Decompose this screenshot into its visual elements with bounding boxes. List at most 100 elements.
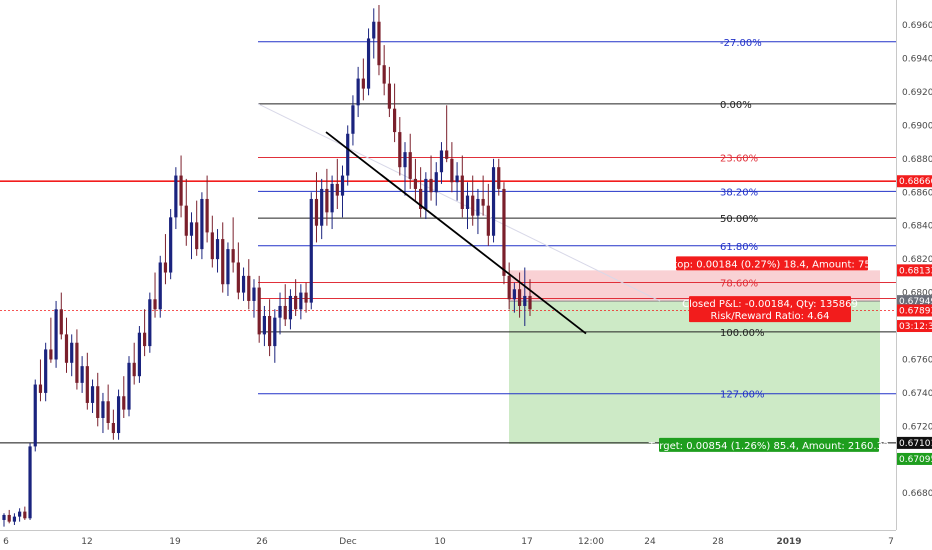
stop-loss-zone [509,270,880,302]
candle-body [116,396,121,434]
candle-body [361,78,365,89]
candle-body [111,422,115,434]
price-tag-text: 0.67101 [899,439,932,449]
candle-body [517,289,522,306]
candle-body [476,198,480,216]
candle-body [90,386,95,403]
x-tick-label: 26 [256,537,268,547]
candle-body [174,175,178,218]
x-tick-label: 2019 [776,537,801,547]
candle-body [460,175,464,209]
candle-body [158,262,162,310]
candle-body [419,188,423,209]
candle-body [434,172,438,193]
candle-body [346,133,350,176]
price-tag [897,295,932,308]
candle-body [497,167,501,189]
candle-body [366,38,371,89]
fib-level-label: 23.60% [720,153,758,164]
candle-body [356,78,360,106]
candle-body [257,287,261,335]
candle-body [231,249,235,263]
take-profit-zone [509,301,880,444]
x-tick-label: 28 [712,537,724,547]
price-tag [897,436,932,449]
candle-body [70,342,74,363]
candle-body [309,198,313,303]
x-tick-label: Dec [339,537,356,547]
candle-body [481,198,485,206]
candle-body [122,396,126,410]
candle-body [148,299,152,347]
candle-body [445,150,449,159]
candle-body [424,178,428,209]
candle-body [330,183,334,213]
candle-body [320,188,324,226]
candle-body [398,132,402,168]
candle-body [106,401,110,423]
price-tag [897,452,932,465]
candle-body [143,332,147,347]
candle-body [268,315,272,347]
candle-body [64,334,69,363]
candle-body [455,175,459,183]
trendline[interactable] [325,131,587,335]
candle-body [450,158,454,183]
candle-body [226,249,230,285]
fib-level-label: 100.00% [720,328,765,339]
candle-body [2,514,6,520]
candle-body [439,150,444,173]
candle-body [413,178,418,189]
fib-level-label: 61.80% [720,242,758,253]
candle-body [241,275,246,293]
candle-body [80,366,84,383]
candle-body [137,332,142,377]
candle-body [392,108,397,133]
candle-body [382,65,386,84]
candle-body [132,362,136,377]
candle-body [340,175,345,196]
candle-body [429,178,433,193]
candle-body [372,21,376,39]
price-tag [897,264,932,277]
candle-body [325,188,329,213]
candle-body [486,205,490,236]
candle-body [96,386,100,418]
candle-body [12,516,17,522]
pnl-label-text: Closed P&L: -0.00184, Qty: 135869 [682,299,858,310]
candle-body [465,195,470,209]
price-tag [897,175,932,188]
candle-body [299,292,303,310]
candle-body [247,275,251,301]
fib-level-label: 78.60% [720,279,758,290]
candle-body [512,289,516,300]
price-tag-text: 0.67095 [899,455,932,465]
x-tick-label: 12:00 [578,537,604,547]
candle-body [314,198,319,226]
fib-level-label: 127.00% [720,390,765,401]
candle-body [101,401,105,418]
candle-body [403,152,407,168]
candle-body [236,262,240,293]
candle-body [200,198,204,250]
pnl-label [689,296,851,323]
candle-body [528,295,532,310]
candle-body [169,217,173,273]
target-label [659,437,879,452]
candle-body [153,299,157,310]
candle-body [44,349,48,393]
candle-body [59,309,63,335]
candle-body [387,83,391,109]
fib-level-label: 38.20% [720,187,758,198]
x-tick-label: 6 [3,537,9,547]
